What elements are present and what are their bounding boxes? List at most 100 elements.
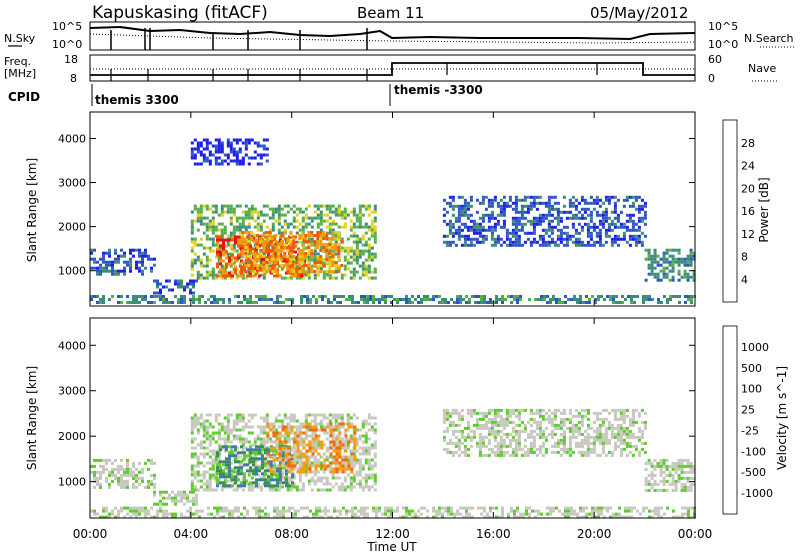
- velocity-echo-cell: [193, 413, 197, 417]
- velocity-echo-cell: [607, 450, 611, 454]
- velocity-echo-cell: [535, 408, 539, 412]
- power-echo-cell: [192, 298, 195, 301]
- power-echo-cell: [247, 162, 251, 166]
- velocity-echo-cell: [270, 475, 273, 479]
- velocity-echo-cell: [550, 423, 554, 427]
- velocity-echo-cell: [217, 428, 221, 432]
- power-echo-cell: [547, 201, 551, 205]
- power-echo-cell: [650, 269, 654, 273]
- velocity-echo-cell: [493, 435, 497, 439]
- power-echo-cell: [516, 301, 519, 304]
- velocity-echo-cell: [159, 502, 162, 506]
- power-echo-cell: [466, 243, 470, 247]
- velocity-echo-cell: [457, 453, 461, 457]
- power-echo-cell: [559, 231, 563, 235]
- velocity-echo-cell: [258, 448, 261, 452]
- velocity-echo-cell: [529, 429, 533, 433]
- velocity-echo-cell: [616, 417, 620, 421]
- velocity-echo-cell: [574, 444, 578, 448]
- power-echo-cell: [358, 264, 362, 268]
- velocity-echo-cell: [350, 467, 354, 471]
- power-echo-cell: [307, 243, 311, 246]
- velocity-echo-cell: [205, 437, 209, 441]
- power-echo-cell: [277, 213, 281, 217]
- velocity-echo-cell: [373, 476, 377, 480]
- power-echo-cell: [367, 243, 371, 247]
- velocity-echo-cell: [346, 443, 350, 447]
- power-echo-cell: [552, 295, 555, 298]
- velocity-echo-cell: [529, 447, 533, 451]
- velocity-echo-cell: [499, 417, 503, 421]
- velocity-echo-cell: [544, 438, 548, 442]
- power-echo-cell: [556, 216, 560, 220]
- power-echo-cell: [241, 231, 245, 234]
- power-echo-cell: [322, 264, 326, 267]
- power-echo-cell: [229, 243, 233, 247]
- velocity-echo-cell: [205, 434, 209, 438]
- cpid-label: CPID: [8, 90, 40, 104]
- power-echo-cell: [543, 295, 546, 298]
- power-echo-cell: [580, 207, 584, 211]
- velocity-echo-cell: [538, 432, 542, 436]
- power-echo-cell: [457, 216, 461, 220]
- power-echo-cell: [352, 234, 356, 238]
- power-echo-cell: [586, 234, 590, 238]
- velocity-echo-cell: [193, 470, 197, 474]
- velocity-echo-cell: [287, 467, 291, 471]
- power-echo-cell: [196, 213, 200, 217]
- power-echo-cell: [205, 216, 209, 220]
- power-echo-cell: [117, 301, 120, 304]
- power-echo-cell: [653, 254, 657, 258]
- power-echo-cell: [529, 195, 533, 199]
- power-echo-cell: [138, 260, 141, 264]
- velocity-echo-cell: [331, 485, 335, 489]
- power-echo-cell: [583, 216, 587, 220]
- power-ylabel: Slant Range [km]: [25, 158, 39, 262]
- velocity-echo-cell: [250, 431, 254, 435]
- power-echo-cell: [631, 234, 635, 238]
- power-echo-cell: [441, 298, 444, 301]
- power-echo-cell: [244, 231, 248, 234]
- power-echo-cell: [568, 216, 572, 220]
- power-echo-cell: [469, 228, 473, 232]
- power-echo-cell: [226, 156, 230, 160]
- freq-label-1: Freq.: [4, 55, 31, 68]
- power-echo-cell: [334, 234, 338, 238]
- power-echo-cell: [250, 138, 254, 142]
- velocity-echo-cell: [364, 431, 368, 435]
- power-echo-cell: [568, 204, 572, 208]
- velocity-echo-cell: [448, 438, 452, 442]
- velocity-echo-cell: [346, 473, 350, 477]
- velocity-echo-cell: [343, 479, 347, 483]
- power-echo-cell: [337, 249, 341, 252]
- velocity-echo-cell: [478, 426, 482, 430]
- velocity-echo-cell: [493, 414, 497, 418]
- power-echo-cell: [460, 243, 464, 247]
- velocity-echo-cell: [469, 408, 473, 412]
- velocity-echo-cell: [662, 482, 666, 486]
- velocity-echo-cell: [692, 464, 696, 468]
- power-echo-cell: [680, 275, 684, 279]
- velocity-echo-cell: [255, 472, 258, 476]
- power-echo-cell: [247, 138, 251, 142]
- velocity-echo-cell: [580, 408, 584, 412]
- power-ytick-label: 3000: [58, 177, 86, 190]
- velocity-echo-cell: [659, 458, 663, 462]
- power-echo-cell: [126, 263, 129, 267]
- power-echo-cell: [367, 267, 371, 271]
- velocity-echo-cell: [138, 512, 141, 516]
- power-echo-cell: [484, 234, 488, 238]
- power-echo-cell: [373, 216, 377, 220]
- velocity-echo-cell: [193, 446, 197, 450]
- power-echo-cell: [292, 240, 296, 243]
- power-echo-cell: [511, 207, 515, 211]
- power-echo-cell: [205, 147, 209, 151]
- power-echo-cell: [547, 234, 551, 238]
- power-echo-cell: [609, 298, 612, 301]
- power-echo-cell: [580, 195, 584, 199]
- velocity-echo-cell: [241, 413, 245, 417]
- velocity-echo-cell: [628, 450, 632, 454]
- velocity-echo-cell: [205, 470, 209, 474]
- power-echo-cell: [196, 147, 200, 151]
- power-echo-cell: [514, 195, 518, 199]
